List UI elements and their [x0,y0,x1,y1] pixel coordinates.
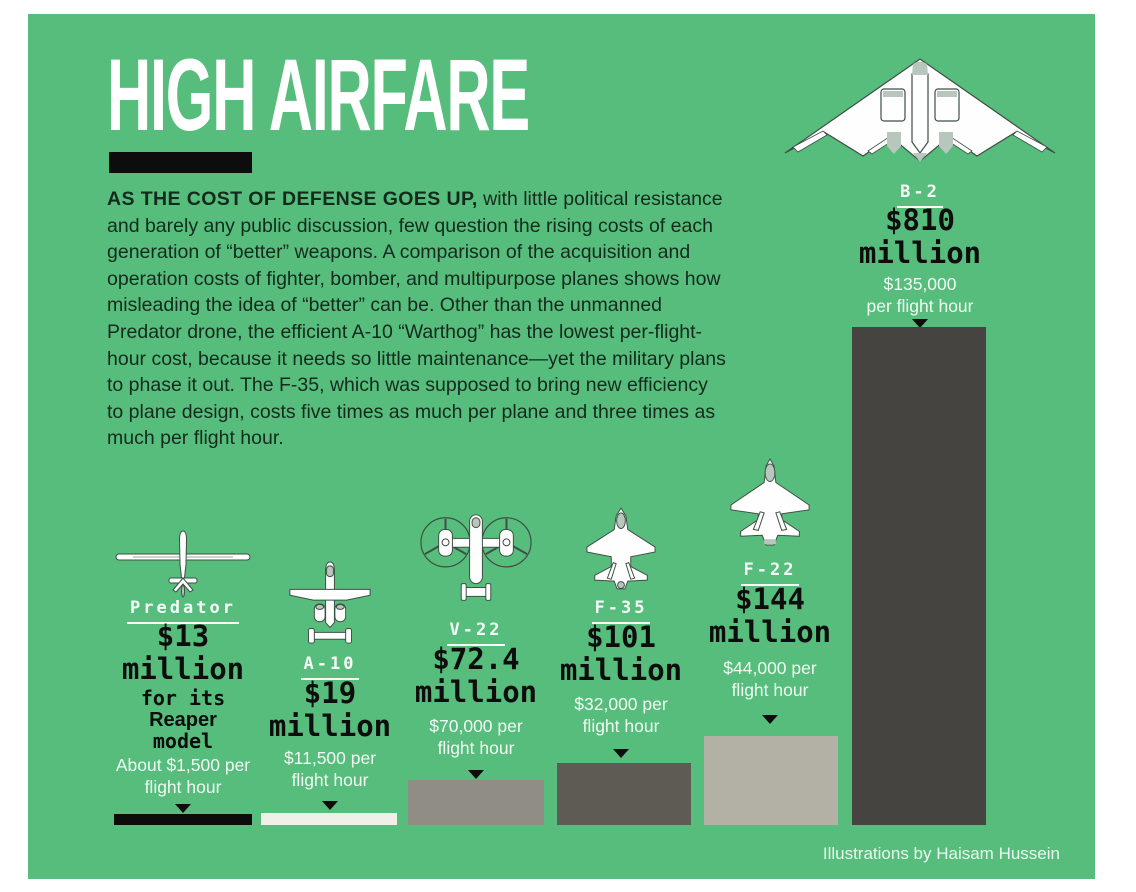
plane-name-label: Predator [103,598,263,624]
plane-flight-hour-cost: $70,000 per flight hour [429,716,523,758]
pointer-arrow [541,745,701,763]
plane-cost-note-line2: Reaper [149,709,217,731]
plane-column-f22: F-22 $144 million $44,000 per flight hou… [690,14,850,879]
page-title: HIGH AIRFARE [107,38,530,152]
plane-cost: $144 million [708,582,832,649]
plane-column-v22: V-22 $72.4 million $70,000 per flight ho… [396,14,556,879]
title-underline-bar [109,152,252,173]
plane-cost: $72.4 million [414,642,538,709]
bar-f22 [704,736,838,825]
plane-column-f35: F-35 $101 million $32,000 per flight hou… [541,14,701,879]
down-triangle-icon [175,804,191,813]
bar-predator [114,814,252,825]
down-triangle-icon [912,319,928,328]
plane-cost: $13 million [121,619,245,686]
plane-name-label: F-35 [541,598,701,624]
plane-name-label: V-22 [396,620,556,646]
plane-flight-hour-cost: $11,500 per flight hour [283,748,377,790]
bar-f35 [557,763,691,825]
intro-lead: AS THE COST OF DEFENSE GOES UP, [107,188,478,210]
b2-illustration [784,58,1056,162]
plane-cost-note-line1: for its [140,686,226,710]
f22-illustration [730,458,810,546]
plane-column-b2: B-2 $810 million $135,000 per flight hou… [780,14,1060,879]
v22-illustration [420,514,532,601]
plane-column-a10: A-10 $19 million $11,500 per flight hour [250,14,410,879]
down-triangle-icon [468,770,484,779]
pointer-arrow [780,315,1060,333]
plane-cost: $810 million [858,203,982,270]
intro-body: with little political resistance and bar… [107,188,726,450]
predator-illustration [115,530,251,598]
down-triangle-icon [613,749,629,758]
infographic-canvas: HIGH AIRFARE AS THE COST OF DEFENSE GOES… [28,14,1095,879]
bar-b2 [852,327,986,825]
bar-v22 [408,780,544,825]
pointer-arrow [396,766,556,784]
plane-column-predator: Predator $13 million for its Reaper mode… [103,14,263,879]
pointer-arrow [250,797,410,815]
plane-cost: $19 million [268,676,392,743]
plane-flight-hour-cost: $32,000 per flight hour [574,694,668,736]
pointer-arrow [103,800,263,818]
plane-flight-hour-cost: About $1,500 per flight hour [115,755,251,797]
plane-flight-hour-cost: $135,000 per flight hour [866,274,974,316]
pointer-arrow [690,711,850,729]
bar-a10 [261,813,397,825]
down-triangle-icon [762,715,778,724]
plane-name-label: F-22 [690,560,850,586]
plane-name-label: A-10 [250,654,410,680]
plane-flight-hour-cost: $44,000 per flight hour [723,658,817,700]
plane-cost: $101 million [559,620,683,687]
intro-paragraph: AS THE COST OF DEFENSE GOES UP, with lit… [107,186,727,452]
illustration-credit: Illustrations by Haisam Hussein [822,844,1060,863]
plane-name-label: B-2 [780,182,1060,208]
a10-illustration [289,561,371,644]
f35-illustration [586,507,656,590]
plane-cost-note-line3: model [152,729,214,753]
down-triangle-icon [322,801,338,810]
